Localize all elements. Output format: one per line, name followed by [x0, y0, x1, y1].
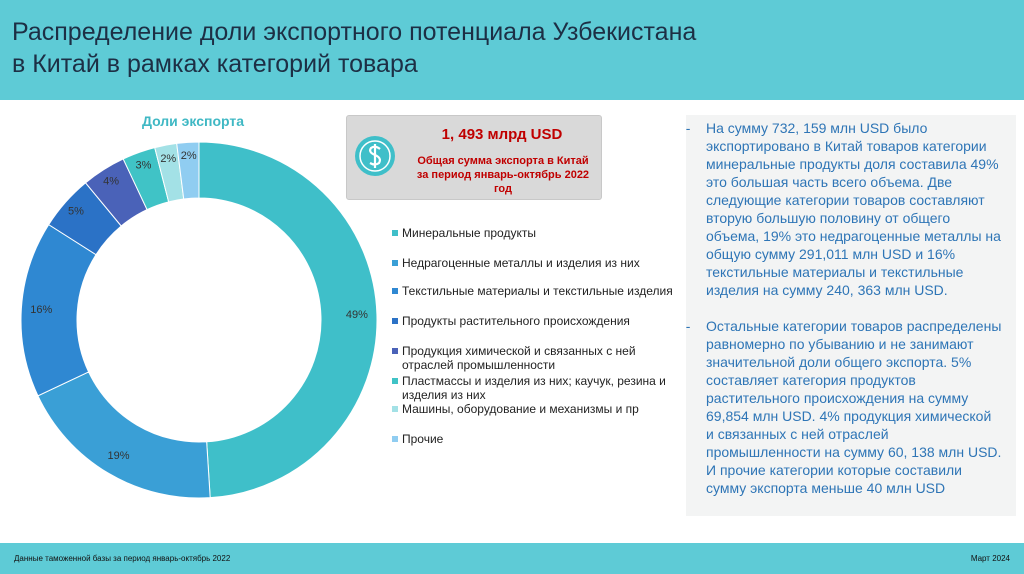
legend-swatch — [392, 348, 398, 354]
chart-title: Доли экспорта — [142, 113, 244, 129]
legend-label: Недрагоценные металлы и изделия из них — [402, 256, 640, 270]
legend-swatch — [392, 260, 398, 266]
total-caption: Общая сумма экспорта в Китай за период я… — [416, 155, 590, 195]
legend-label: Прочие — [402, 432, 444, 446]
total-amount: 1, 493 млрд USD — [441, 126, 563, 143]
legend-item: Минеральные продукты — [392, 226, 684, 240]
legend-item: Продукция химической и связанных с ней о… — [392, 344, 684, 372]
legend-label: Пластмассы и изделия из них; каучук, рез… — [402, 374, 666, 402]
footer: Данные таможенной базы за период январь-… — [0, 543, 1024, 574]
data-label: 16% — [30, 304, 52, 316]
data-label: 4% — [103, 175, 119, 187]
legend-swatch — [392, 406, 398, 412]
data-label: 19% — [108, 450, 130, 462]
legend-item: Прочие — [392, 432, 684, 446]
legend-label: Продукты растительного происхождения — [402, 314, 630, 328]
legend-label: Продукция химической и связанных с ней о… — [402, 344, 636, 372]
legend-label: Минеральные продукты — [402, 226, 536, 240]
donut-segment — [198, 141, 378, 499]
title-line: Распределение доли экспортного потенциал… — [12, 18, 697, 46]
donut-segment — [37, 371, 211, 499]
legend-swatch — [392, 436, 398, 442]
legend-item: Продукты растительного происхождения — [392, 314, 684, 328]
data-label: 2% — [160, 153, 176, 165]
chart: Доли экспорта 49% 19% 16% 5% 4% 3% 2% 2% — [20, 113, 378, 499]
dollar-icon — [355, 136, 395, 176]
legend-label: Текстильные материалы и текстильные изде… — [402, 284, 673, 298]
header: Распределение доли экспортного потенциал… — [0, 0, 1024, 100]
source: Данные таможенной базы за период январь-… — [14, 554, 231, 563]
data-label: 49% — [346, 309, 368, 321]
legend-swatch — [392, 378, 398, 384]
legend-label: Машины, оборудование и механизмы и пр — [402, 402, 639, 416]
data-label: 3% — [135, 160, 151, 172]
data-label: 5% — [68, 205, 84, 217]
legend-swatch — [392, 318, 398, 324]
data-label: 2% — [181, 150, 197, 162]
notes-list: На сумму 732, 159 млн USD было экспортир… — [686, 119, 1016, 497]
info-box: 1, 493 млрд USD Общая сумма экспорта в К… — [346, 115, 602, 200]
title-line: в Китай в рамках категорий товара — [12, 50, 418, 78]
date: Март 2024 — [970, 554, 1010, 563]
legend-swatch — [392, 288, 398, 294]
legend-item: Недрагоценные металлы и изделия из них — [392, 256, 684, 270]
notes-panel: На сумму 732, 159 млн USD было экспортир… — [686, 115, 1016, 516]
donut-segment — [176, 141, 200, 200]
legend-item: Текстильные материалы и текстильные изде… — [392, 284, 684, 298]
legend-swatch — [392, 230, 398, 236]
legend-item: Машины, оборудование и механизмы и пр — [392, 402, 684, 416]
legend-item: Пластмассы и изделия из них; каучук, рез… — [392, 374, 684, 402]
note: Остальные категории товаров распределены… — [706, 317, 1002, 497]
note: На сумму 732, 159 млн USD было экспортир… — [706, 119, 1002, 299]
